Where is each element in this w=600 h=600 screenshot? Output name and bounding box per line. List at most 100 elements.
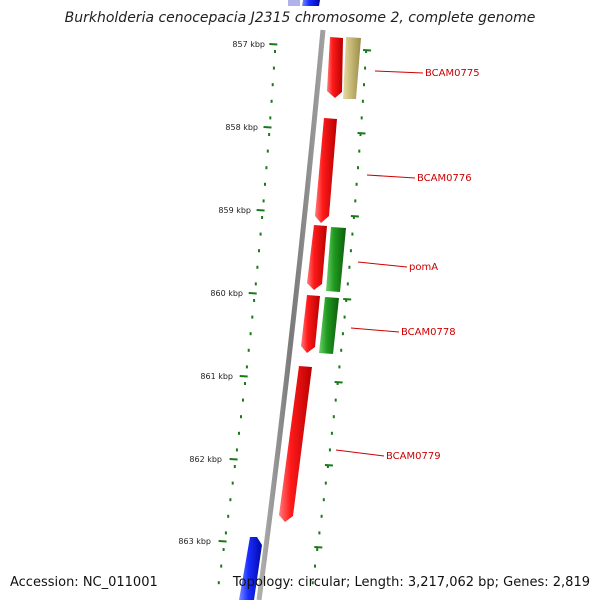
gene-pomA-red (307, 225, 327, 290)
outer-ring-dot (314, 564, 316, 568)
inner-ring-dot (268, 133, 271, 136)
gene-blue-bottom (239, 537, 262, 600)
inner-ring-dot (249, 332, 252, 336)
leader-pomA (357, 261, 408, 268)
outer-ring-dot (328, 448, 331, 452)
outer-kbp-tick-mark (350, 215, 359, 218)
kbp-tick-mark (229, 458, 238, 461)
inner-ring-dot (229, 498, 232, 502)
kbp-tick-mark (218, 540, 227, 543)
accession-text: Accession: NC_011001 (10, 575, 158, 590)
outer-ring-dot (345, 299, 348, 302)
inner-ring-dot (264, 182, 266, 186)
gene-bcam0775-red (327, 37, 343, 98)
kbp-tick-mark (248, 292, 257, 295)
inner-ring-dot (254, 282, 257, 286)
outer-ring-dot (357, 166, 359, 170)
outer-ring-dot (336, 382, 339, 385)
outer-kbp-tick-mark (343, 298, 352, 301)
outer-ring-dot (330, 431, 333, 435)
gene-blue-top (288, 0, 320, 6)
leader-bcam0779 (335, 449, 385, 457)
gene-bcam0776 (315, 118, 337, 223)
inner-ring-dot (262, 199, 265, 203)
tick-label-857: 857 kbp (232, 40, 265, 49)
chromosome-backbone (256, 29, 326, 600)
map-title: Burkholderia cenocepacia J2315 chromosom… (64, 10, 536, 26)
leader-bcam0778 (350, 327, 400, 333)
label-bcam0779[interactable]: BCAM0779 (386, 451, 441, 462)
kbp-ticks (218, 43, 372, 549)
outer-ring-dot (358, 149, 361, 153)
inner-ring-dot (233, 465, 236, 468)
gene-bcam0779 (279, 366, 312, 522)
leader-bcam0776 (366, 174, 416, 179)
inner-ring-dot (253, 299, 256, 302)
label-pomA[interactable]: pomA (409, 262, 438, 273)
outer-ring-dot (320, 514, 323, 518)
inner-ring-dot (259, 232, 262, 236)
outer-ring-dot (351, 232, 354, 236)
outer-ring-dot (359, 133, 362, 136)
inner-ring-dot (265, 166, 268, 170)
label-bcam0776[interactable]: BCAM0776 (417, 173, 472, 184)
outer-ring-dot (338, 365, 341, 369)
kbp-tick-mark (263, 126, 272, 129)
outer-kbp-tick-mark (324, 464, 333, 467)
gene-pomA-green (326, 227, 346, 292)
gene-bcam0778-red (301, 295, 320, 353)
gene-bcam0775-tan (343, 37, 361, 99)
inner-ring-dot (227, 514, 230, 518)
label-bcam0778[interactable]: BCAM0778 (401, 327, 456, 338)
outer-kbp-tick-mark (334, 381, 343, 384)
outer-kbp-tick-mark (363, 49, 372, 52)
outer-ring-dot (360, 116, 363, 120)
outer-ring-dot (361, 99, 364, 103)
outer-ring-dot (341, 332, 344, 336)
inner-ring-dot (256, 265, 259, 269)
outer-ring-dot (363, 83, 365, 87)
inner-ring-dot (274, 50, 276, 53)
inner-ring-dot (238, 431, 240, 435)
label-bcam0775[interactable]: BCAM0775 (425, 68, 480, 79)
tick-label-859: 859 kbp (218, 206, 251, 215)
inner-ring-dot (261, 216, 264, 219)
kbp-tick-mark (269, 43, 278, 46)
outer-ring-dot (324, 481, 327, 485)
inner-ring-dot (231, 481, 234, 485)
inner-tick-ring (217, 50, 276, 585)
outer-ring-dot (365, 50, 368, 53)
outer-ring-dot (334, 398, 337, 402)
outer-ring-dot (349, 249, 352, 253)
outer-ring-dot (322, 498, 325, 502)
genome-summary-text: Topology: circular; Length: 3,217,062 bp… (232, 575, 590, 590)
inner-ring-dot (245, 365, 248, 369)
outer-ring-dot (364, 66, 367, 70)
outer-kbp-tick-mark (357, 132, 366, 135)
inner-ring-dot (271, 83, 274, 87)
kbp-tick-mark (256, 209, 265, 212)
outer-ring-dot (355, 182, 358, 186)
outer-ring-dot (340, 348, 343, 352)
inner-ring-dot (269, 116, 272, 120)
outer-kbp-tick-mark (314, 546, 323, 549)
tick-label-863: 863 kbp (178, 537, 211, 546)
inner-ring-dot (222, 548, 225, 551)
leader-bcam0775 (374, 70, 424, 74)
inner-ring-dot (251, 315, 254, 319)
kbp-tick-mark (239, 375, 248, 378)
outer-ring-dot (311, 581, 314, 585)
outer-ring-dot (316, 548, 319, 551)
outer-ring-dot (318, 531, 321, 535)
tick-label-861: 861 kbp (200, 372, 233, 381)
outer-ring-dot (332, 415, 335, 419)
outer-ring-dot (346, 282, 349, 286)
tick-label-858: 858 kbp (225, 123, 258, 132)
outer-tick-ring (311, 50, 368, 585)
gene-bcam0778-green (319, 297, 339, 354)
inner-ring-dot (220, 564, 223, 568)
outer-ring-dot (352, 216, 355, 219)
inner-ring-dot (244, 382, 246, 385)
tick-label-860: 860 kbp (210, 289, 243, 298)
